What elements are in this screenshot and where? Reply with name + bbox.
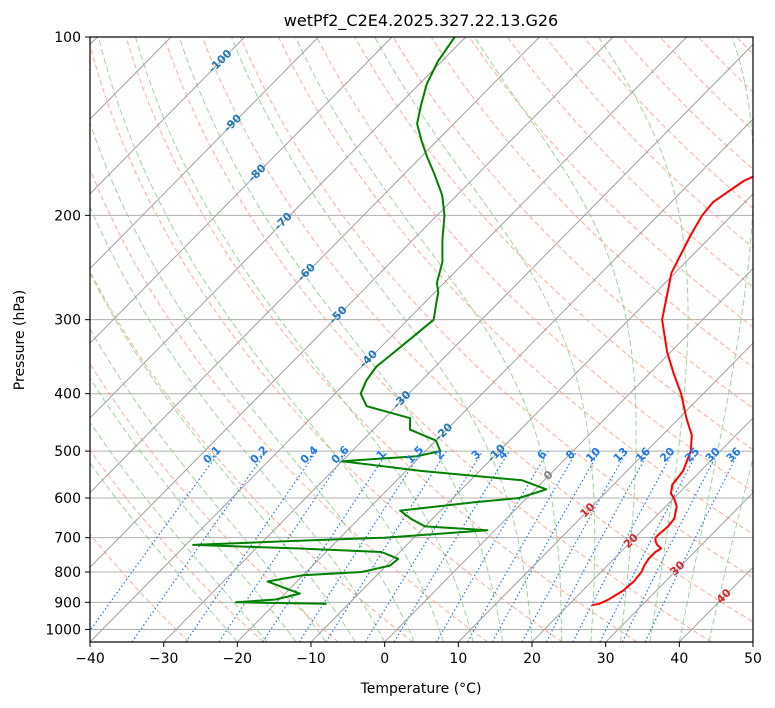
mixing-ratio-line xyxy=(325,450,448,642)
isotherm-line xyxy=(236,118,753,642)
y-tick-label: 600 xyxy=(54,491,81,507)
moist-adiabat-line xyxy=(90,462,238,642)
pressure-grid xyxy=(90,37,753,630)
y-tick-label: 400 xyxy=(54,387,81,403)
profile-series xyxy=(192,37,753,607)
moist-adiabat-line xyxy=(178,37,503,642)
dry-adiabat-line xyxy=(90,43,563,642)
dry-adiabat-line xyxy=(354,37,753,451)
moist-adiabat-line xyxy=(90,421,268,642)
dry-adiabat-line xyxy=(239,37,753,579)
moist-adiabat-line xyxy=(135,37,474,642)
x-axis: −40 −30 −20 −10 0 10 20 30 40 50 xyxy=(75,642,762,667)
x-tick-label: −20 xyxy=(223,651,253,667)
dry-adiabat-line xyxy=(468,37,753,328)
moist-adiabat-line xyxy=(295,37,562,642)
isotherm-line xyxy=(457,342,753,642)
y-axis-title: Pressure (hPa) xyxy=(12,290,28,390)
dewpoint-profile-line xyxy=(192,37,548,605)
x-tick-label: 10 xyxy=(449,651,467,667)
chart-title: wetPf2_C2E4.2025.327.22.13.G26 xyxy=(284,11,558,31)
mixing-ratio-line xyxy=(364,450,484,642)
moist-adiabat-line xyxy=(231,37,533,642)
isotherm-line xyxy=(310,193,753,642)
isotherm-line xyxy=(90,37,319,270)
mixing-ratio-line xyxy=(621,450,719,642)
x-tick-label: 50 xyxy=(744,651,762,667)
y-tick-label: 300 xyxy=(54,313,81,329)
x-axis-title: Temperature (°C) xyxy=(360,681,482,697)
x-tick-label: 0 xyxy=(380,651,389,667)
isotherm-line xyxy=(90,37,688,642)
mixing-ratio-line xyxy=(262,450,389,642)
y-tick-label: 200 xyxy=(54,208,81,224)
isotherms xyxy=(90,37,753,642)
mixing-ratio-lines xyxy=(90,450,740,642)
y-tick-label: 500 xyxy=(54,444,81,460)
isotherm-line xyxy=(90,37,393,344)
x-tick-label: 40 xyxy=(670,651,688,667)
dry-adiabat-line xyxy=(90,270,414,642)
y-tick-label: 700 xyxy=(54,531,81,547)
dry-adiabat-line xyxy=(316,37,753,493)
moist-adiabat-line xyxy=(474,37,637,642)
mixing-ratio-line xyxy=(298,450,423,642)
plot-area: -100-90-80-70-60-50-40-30-20-10010203040… xyxy=(90,37,753,642)
moist-adiabat-line xyxy=(90,327,327,642)
moist-adiabat-line xyxy=(90,205,386,642)
isotherm-line xyxy=(90,37,467,419)
isotherm-line xyxy=(90,37,540,494)
x-tick-label: −10 xyxy=(296,651,326,667)
mixing-ratio-line xyxy=(393,450,510,642)
mixing-ratio-line xyxy=(545,450,650,642)
y-axis: 100 200 300 400 500 600 700 800 900 1000 xyxy=(45,30,90,638)
temperature-profile-line xyxy=(591,175,753,607)
mixing-ratio-line xyxy=(90,450,221,632)
isotherm-line xyxy=(90,37,614,568)
moist-adiabat-line xyxy=(98,37,445,642)
x-tick-label: −30 xyxy=(149,651,179,667)
y-tick-label: 800 xyxy=(54,565,81,581)
y-tick-label: 900 xyxy=(54,595,81,611)
dry-adiabat-line xyxy=(392,37,753,409)
moist-adiabat-line xyxy=(598,37,689,642)
dry-adiabat-line xyxy=(90,533,190,642)
moist-adiabat-line xyxy=(678,37,753,642)
moist-adiabat-line xyxy=(374,37,596,642)
x-tick-label: 30 xyxy=(597,651,615,667)
isotherm-line xyxy=(605,491,753,642)
plot-frame xyxy=(89,36,754,643)
mixing-ratio-line xyxy=(644,450,740,642)
x-tick-label: 20 xyxy=(523,651,541,667)
isotherm-line xyxy=(384,267,753,642)
dry-adiabat-line xyxy=(201,37,753,623)
mixing-ratio-line xyxy=(185,450,318,642)
y-tick-label: 1000 xyxy=(45,622,81,638)
y-tick-label: 100 xyxy=(54,30,81,46)
moist-adiabat-line xyxy=(90,272,356,642)
moist-adiabats xyxy=(90,37,753,642)
isotherm-line xyxy=(531,417,753,642)
dry-adiabat-line xyxy=(163,37,712,642)
x-tick-label: −40 xyxy=(75,651,105,667)
dry-adiabat-line xyxy=(125,37,638,642)
moist-adiabat-line xyxy=(90,377,297,642)
isotherm-line xyxy=(90,37,246,195)
mixing-ratio-line xyxy=(218,450,348,642)
mixing-ratio-line xyxy=(521,450,628,642)
dry-adiabat-line xyxy=(90,167,488,642)
